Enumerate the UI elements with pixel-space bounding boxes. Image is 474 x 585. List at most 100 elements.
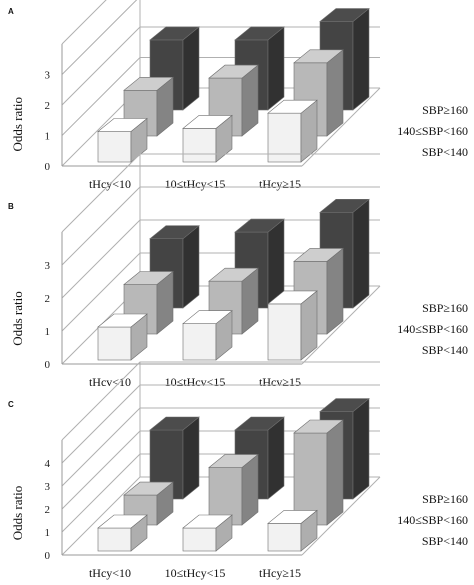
y-axis-label: Odds ratio <box>10 486 25 541</box>
bar-top <box>182 310 233 325</box>
y-tick-label: 0 <box>45 161 51 173</box>
series-label: 140≤SBP<160 <box>397 322 468 336</box>
bar-side <box>352 7 370 111</box>
bar <box>182 310 233 361</box>
bar-top <box>319 8 370 22</box>
bar <box>123 481 174 526</box>
bar-top <box>208 267 259 282</box>
bar-top <box>123 77 174 91</box>
series-label: 140≤SBP<160 <box>397 513 468 527</box>
bar-front <box>182 128 217 163</box>
bar-top <box>149 225 200 239</box>
bar-front <box>182 527 217 552</box>
series-label: SBP<140 <box>422 145 468 159</box>
bar-top <box>234 26 285 41</box>
bar <box>208 267 259 335</box>
bar-side <box>326 247 344 335</box>
floor-edge-line <box>301 476 381 556</box>
wall-top-line <box>61 0 107 45</box>
y-tick-label: 2 <box>45 504 51 516</box>
y-tick-label: 0 <box>45 550 51 562</box>
bar-top <box>208 454 259 468</box>
bar-side <box>326 49 344 137</box>
bar <box>149 416 200 500</box>
bar-side <box>182 416 200 500</box>
x-tick-label: tHcv<10 <box>89 375 131 389</box>
bar-top <box>123 481 174 496</box>
series-label: SBP≥160 <box>422 301 468 315</box>
bar <box>293 419 344 526</box>
bar-top <box>208 64 259 79</box>
bar-top <box>97 313 148 328</box>
bar-top <box>293 419 344 434</box>
y-tick-label: 0 <box>45 359 51 371</box>
y-tick-label: 3 <box>45 260 51 272</box>
series-label: SBP≥160 <box>422 103 468 117</box>
y-tick-label: 1 <box>45 326 51 338</box>
bar <box>97 117 148 163</box>
bar-top <box>267 290 318 305</box>
bar-side <box>267 26 285 111</box>
x-tick-label: tHcy≥15 <box>259 177 301 191</box>
y-tick-label: 2 <box>45 100 51 112</box>
y-tick-label: 4 <box>45 458 51 470</box>
bar-top <box>234 218 285 233</box>
bar <box>182 114 233 163</box>
y-tick-label: 1 <box>45 131 51 143</box>
floor-edge-line <box>301 285 381 365</box>
bar <box>182 514 233 552</box>
bar-top <box>97 514 148 529</box>
series-label: 140≤SBP<160 <box>397 124 468 138</box>
y-tick-label: 3 <box>45 481 51 493</box>
x-tick-label: tHcy<10 <box>89 566 131 580</box>
bar-top <box>182 115 233 129</box>
bar <box>267 509 318 552</box>
x-tick-label: 10≤tHcv<15 <box>165 375 226 389</box>
bar-top <box>234 416 285 431</box>
bar-top <box>319 398 370 412</box>
bar-top <box>182 514 233 529</box>
bar-top <box>293 248 344 262</box>
bar-side <box>182 26 200 111</box>
bar-front <box>97 326 132 361</box>
bar <box>97 313 148 361</box>
bar-top <box>149 26 200 41</box>
y-tick-label: 1 <box>45 527 51 539</box>
x-tick-label: 10≤tHcy<15 <box>165 177 226 191</box>
floor-edge-line <box>301 87 381 167</box>
bar <box>97 514 148 552</box>
bar <box>267 99 318 163</box>
bar <box>149 26 200 111</box>
series-label: SBP<140 <box>422 534 468 548</box>
chart-panel-b: B 0 1 2 3 Odds ratio tHcv<10 10≤tHcv<15 tHcv≥15 S… <box>8 153 468 389</box>
bar <box>267 290 318 361</box>
y-axis-label: Odds ratio <box>10 97 25 152</box>
panel-label: C <box>8 400 14 409</box>
bar-side <box>326 419 344 526</box>
bar-front <box>267 112 302 163</box>
x-tick-label: tHcv≥15 <box>259 375 301 389</box>
bar-top <box>149 416 200 431</box>
bar-top <box>97 118 148 132</box>
panel-label: A <box>8 7 14 16</box>
bar-front <box>267 303 302 361</box>
y-tick-label: 2 <box>45 293 51 305</box>
series-label: SBP<140 <box>422 343 468 357</box>
bar-top <box>123 271 174 285</box>
y-axis-label: Odds ratio <box>10 291 25 346</box>
bar-side <box>352 198 370 309</box>
x-tick-label: 10≤tHcy<15 <box>165 566 226 580</box>
bar-top <box>293 49 344 64</box>
series-label: SBP≥160 <box>422 492 468 506</box>
bar-front <box>97 131 132 163</box>
bar <box>208 453 259 526</box>
bar-side <box>182 225 200 309</box>
y-tick-label: 3 <box>45 70 51 82</box>
bar-front <box>267 523 302 552</box>
gridline <box>61 0 138 75</box>
panel-label: B <box>8 202 14 211</box>
bar <box>123 270 174 335</box>
chart-panel-c: C 0 1 2 3 4 Odds ratio tHcy<10 10≤tHcy<15 tHcy≥15… <box>8 361 468 580</box>
